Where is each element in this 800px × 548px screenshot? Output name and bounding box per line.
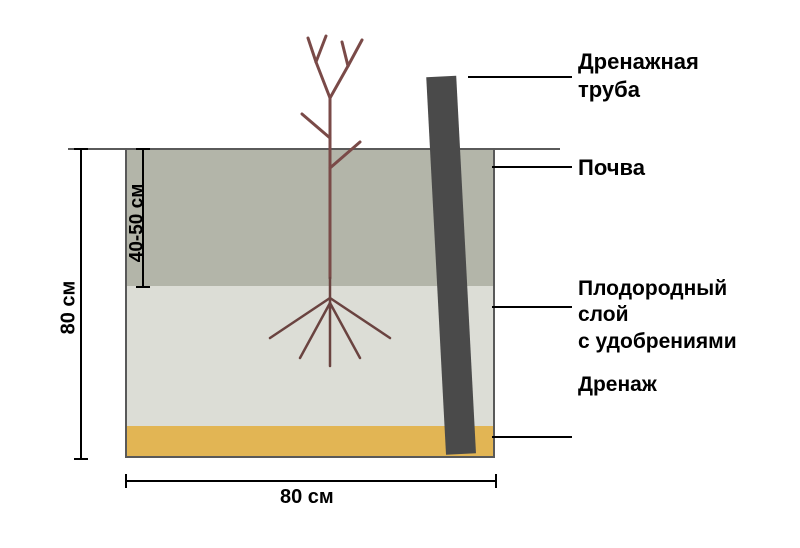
dim-tick: [495, 474, 497, 488]
callout-text: Дренажная: [578, 49, 699, 74]
callout-line-drainage: [492, 436, 572, 438]
dim-tick: [136, 286, 150, 288]
dim-tick: [74, 458, 88, 460]
dim-tick: [136, 148, 150, 150]
drainage-layer: [127, 426, 493, 456]
callout-text: труба: [578, 77, 640, 102]
callout-line-soil: [492, 166, 572, 168]
callout-soil: Почва: [578, 154, 645, 182]
callout-text: Плодородный: [578, 277, 727, 300]
dim-soil-label: 40-50 см: [126, 184, 148, 263]
callout-text: с удобрениями: [578, 330, 737, 353]
diagram-canvas: 80 см 40-50 см 80 см Дренажная труба Поч…: [0, 0, 800, 548]
callout-pipe: Дренажная труба: [578, 48, 699, 103]
callout-drainage: Дренаж: [578, 372, 657, 398]
dim-tick: [125, 474, 127, 488]
callout-line-pipe: [468, 76, 572, 78]
dim-depth-label: 80 см: [57, 281, 80, 335]
dim-width-label: 80 см: [280, 486, 334, 509]
callout-line-fertile: [492, 306, 572, 308]
dim-tick: [74, 148, 88, 150]
callout-fertile: Плодородный слой с удобрениями: [578, 276, 737, 355]
dim-width-line: [125, 480, 495, 482]
callout-text: слой: [578, 303, 628, 326]
tree-sapling: [230, 18, 430, 398]
